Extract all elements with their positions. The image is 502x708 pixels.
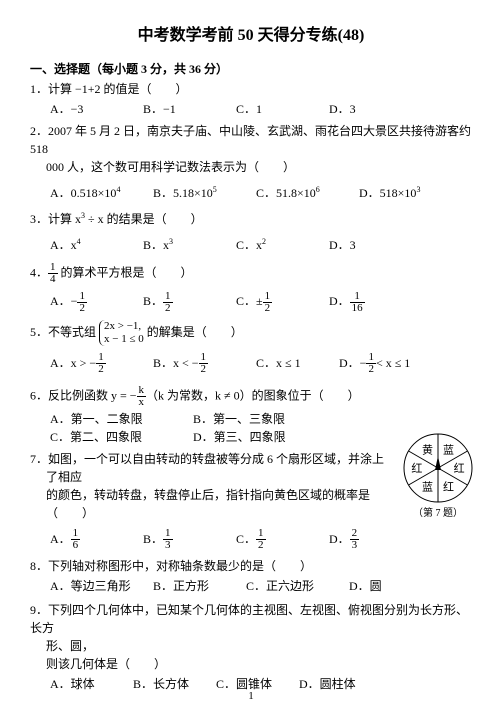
q4-stem: 4．14 的算术平方根是（ ） — [30, 262, 472, 285]
q1-opt-a: A．−3 — [50, 100, 140, 118]
q5-opt-c: C．x ≤ 1 — [256, 354, 336, 372]
q9-stem-l2: 则该几何体是（ ） — [30, 655, 472, 673]
q5-opt-d: D．−12 < x ≤ 1 — [339, 352, 439, 375]
svg-text:红: 红 — [443, 480, 454, 493]
q1-options: A．−3 B．−1 C．1 D．3 — [50, 100, 472, 118]
q7-stem-l1: 7．如图，一个可以自由转动的转盘被等分成 6 个扇形区域，并涂上 — [30, 450, 392, 468]
q7-opt-d: D．23 — [329, 528, 389, 551]
svg-text:蓝: 蓝 — [443, 444, 454, 457]
page-number: 1 — [0, 688, 502, 705]
q7-stem-l3: （ ） — [30, 504, 392, 522]
q9-stem-l1b: 形、圆， — [30, 637, 472, 655]
q4-opt-b: B．12 — [143, 291, 233, 314]
q2-opt-d: D．518×103 — [359, 184, 439, 202]
q6-opt-d: D．第三、四象限 — [193, 428, 333, 446]
q5-opt-b: B．x < −12 — [153, 352, 253, 375]
q8-opt-b: B．正方形 — [153, 577, 243, 595]
spinner-caption: （第 7 题） — [400, 506, 476, 521]
q1-opt-c: C．1 — [236, 100, 326, 118]
q8-opt-d: D．圆 — [349, 577, 409, 595]
q3-opt-d: D．3 — [329, 236, 389, 254]
q2-options: A．0.518×104 B．5.18×105 C．51.8×106 D．518×… — [50, 184, 472, 202]
question-1: 1．计算 −1+2 的值是（ ） A．−3 B．−1 C．1 D．3 — [30, 80, 472, 118]
svg-text:蓝: 蓝 — [422, 480, 433, 493]
q8-options: A．等边三角形 B．正方形 C．正六边形 D．圆 — [50, 577, 472, 595]
q3-opt-c: C．x2 — [236, 236, 326, 254]
svg-text:红: 红 — [454, 462, 465, 475]
svg-text:红: 红 — [411, 462, 422, 475]
q2-stem-l1: 2．2007 年 5 月 2 日，南京夫子庙、中山陵、玄武湖、雨花台四大景区共接… — [30, 122, 472, 158]
q7-stem-l2: 的颜色，转动转盘，转盘停止后，指针指向黄色区域的概率是 — [30, 486, 392, 504]
q7-options: A．16 B．13 C．12 D．23 — [50, 528, 392, 551]
spinner-icon: 蓝红红蓝红黄 — [400, 430, 476, 506]
q9-stem-l1: 9．下列四个几何体中，已知某个几何体的主视图、左视图、俯视图分别为长方形、长方 — [30, 601, 472, 637]
q3-opt-b: B．x3 — [143, 236, 233, 254]
q5-opt-a: A．x > −12 — [50, 352, 150, 375]
q4-options: A．−12 B．12 C．±12 D．116 — [50, 291, 472, 314]
q5-stem: 5．不等式组 2x > −1, x − 1 ≤ 0 的解集是（ ） — [30, 320, 472, 346]
q7-opt-b: B．13 — [143, 528, 233, 551]
q5-options: A．x > −12 B．x < −12 C．x ≤ 1 D．−12 < x ≤ … — [50, 352, 472, 375]
q1-opt-b: B．−1 — [143, 100, 233, 118]
q7-opt-c: C．12 — [236, 528, 326, 551]
q3-options: A．x4 B．x3 C．x2 D．3 — [50, 236, 472, 254]
q4-opt-a: A．−12 — [50, 291, 140, 314]
question-4: 4．14 的算术平方根是（ ） A．−12 B．12 C．±12 D．116 — [30, 262, 472, 314]
q2-opt-c: C．51.8×106 — [256, 184, 356, 202]
question-9: 9．下列四个几何体中，已知某个几何体的主视图、左视图、俯视图分别为长方形、长方 … — [30, 601, 472, 693]
q8-opt-a: A．等边三角形 — [50, 577, 150, 595]
q4-opt-d: D．116 — [329, 291, 389, 314]
q6-stem: 6．反比例函数 y = −kx（k 为常数，k ≠ 0）的图象位于（ ） — [30, 385, 472, 408]
q7-stem-l1b: 了相应 — [30, 468, 392, 486]
equation-system: 2x > −1, x − 1 ≤ 0 — [99, 320, 144, 346]
section-heading: 一、选择题（每小题 3 分，共 36 分） — [30, 60, 472, 78]
question-3: 3．计算 x3 ÷ x 的结果是（ ） A．x4 B．x3 C．x2 D．3 — [30, 210, 472, 254]
q4-opt-c: C．±12 — [236, 291, 326, 314]
q8-opt-c: C．正六边形 — [246, 577, 346, 595]
q3-opt-a: A．x4 — [50, 236, 140, 254]
q6-opt-b: B．第一、三象限 — [193, 410, 333, 428]
q6-opt-c: C．第二、四象限 — [50, 428, 190, 446]
q2-opt-b: B．5.18×105 — [153, 184, 253, 202]
spinner-figure: 蓝红红蓝红黄 （第 7 题） — [400, 430, 476, 521]
q1-stem: 1．计算 −1+2 的值是（ ） — [30, 80, 472, 98]
q6-opt-a: A．第一、二象限 — [50, 410, 190, 428]
q7-opt-a: A．16 — [50, 528, 140, 551]
q1-opt-d: D．3 — [329, 100, 389, 118]
question-2: 2．2007 年 5 月 2 日，南京夫子庙、中山陵、玄武湖、雨花台四大景区共接… — [30, 122, 472, 202]
page-title: 中考数学考前 50 天得分专练(48) — [30, 24, 472, 48]
svg-text:黄: 黄 — [422, 443, 433, 457]
q2-opt-a: A．0.518×104 — [50, 184, 150, 202]
q2-stem-l2: 000 人，这个数可用科学记数法表示为（ ） — [30, 158, 472, 176]
question-8: 8．下列轴对称图形中，对称轴条数最少的是（ ） A．等边三角形 B．正方形 C．… — [30, 557, 472, 595]
q3-stem: 3．计算 x3 ÷ x 的结果是（ ） — [30, 210, 472, 228]
question-5: 5．不等式组 2x > −1, x − 1 ≤ 0 的解集是（ ） A．x > … — [30, 320, 472, 375]
q8-stem: 8．下列轴对称图形中，对称轴条数最少的是（ ） — [30, 557, 472, 575]
